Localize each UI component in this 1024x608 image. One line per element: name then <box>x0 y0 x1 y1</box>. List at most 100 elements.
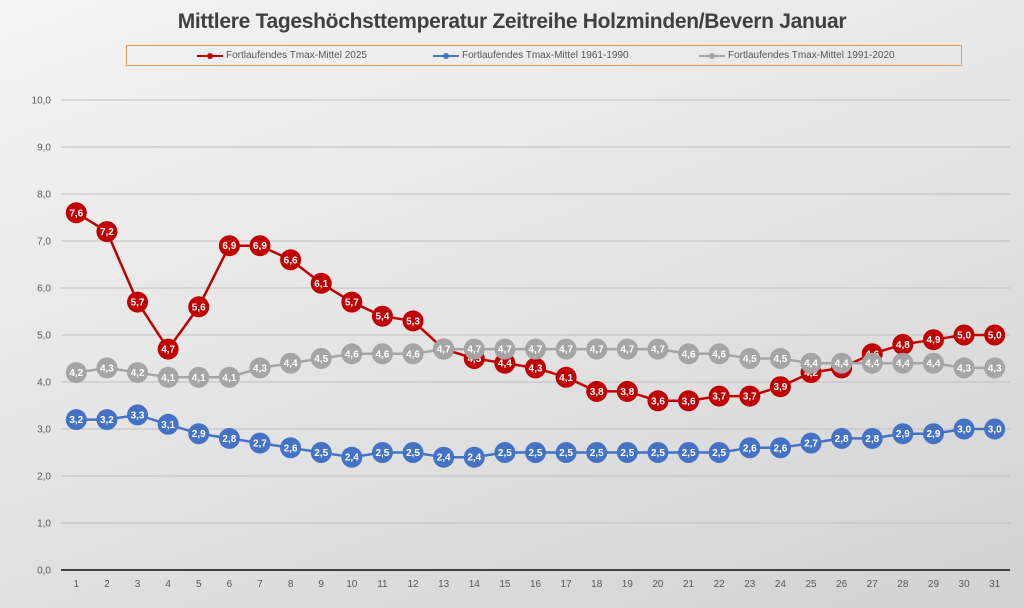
x-tick-label: 30 <box>959 579 971 590</box>
legend-item-2025: Fortlaufendes Tmax-Mittel 2025 <box>197 50 367 61</box>
data-point <box>65 202 87 224</box>
legend-label-2025: Fortlaufendes Tmax-Mittel 2025 <box>226 50 367 61</box>
data-point <box>678 390 700 412</box>
data-point <box>127 291 149 313</box>
data-label: 2,5 <box>682 448 696 459</box>
x-tick-label: 31 <box>989 579 1001 590</box>
x-tick-label: 1 <box>74 579 80 590</box>
legend: Fortlaufendes Tmax-Mittel 2025 Fortlaufe… <box>126 45 962 66</box>
data-label: 4,8 <box>896 340 910 351</box>
data-label: 2,5 <box>620 448 634 459</box>
data-point <box>953 418 975 440</box>
x-tick-label: 26 <box>836 579 848 590</box>
data-label: 4,4 <box>284 359 298 370</box>
data-point <box>892 333 914 355</box>
data-point <box>555 338 577 360</box>
x-tick-label: 5 <box>196 579 202 590</box>
data-point <box>157 366 179 388</box>
x-tick-label: 13 <box>438 579 450 590</box>
data-point <box>402 442 424 463</box>
x-tick-label: 9 <box>318 579 324 590</box>
data-point <box>769 348 791 369</box>
x-tick-label: 27 <box>867 579 879 590</box>
x-tick-label: 21 <box>683 579 695 590</box>
data-label: 3,1 <box>161 420 175 431</box>
data-label: 7,6 <box>69 208 83 219</box>
data-label: 5,6 <box>192 302 206 313</box>
data-label: 4,3 <box>529 363 543 374</box>
data-label: 2,5 <box>375 448 389 459</box>
data-label: 4,7 <box>590 345 604 356</box>
data-label: 2,5 <box>529 448 543 459</box>
data-label: 4,3 <box>100 363 114 374</box>
data-label: 6,9 <box>253 241 267 252</box>
data-point <box>831 427 853 449</box>
data-label: 3,7 <box>743 392 757 403</box>
data-point <box>678 442 700 463</box>
x-tick-label: 17 <box>561 579 573 590</box>
data-label: 4,4 <box>865 359 879 370</box>
data-label: 4,4 <box>498 359 512 370</box>
data-point <box>555 366 577 388</box>
x-tick-label: 20 <box>652 579 664 590</box>
data-label: 6,9 <box>222 241 236 252</box>
data-label: 2,4 <box>345 453 359 464</box>
data-label: 4,5 <box>773 354 787 365</box>
data-point <box>525 442 546 463</box>
y-tick-label: 8,0 <box>37 190 51 201</box>
data-point <box>402 310 424 332</box>
data-point <box>218 427 240 449</box>
data-point <box>433 338 455 360</box>
data-point <box>188 366 210 388</box>
data-label: 3,2 <box>69 415 83 426</box>
data-label: 4,7 <box>498 345 512 356</box>
data-point <box>218 366 240 388</box>
data-point <box>463 338 485 360</box>
data-point <box>280 437 302 459</box>
data-label: 4,9 <box>927 335 941 346</box>
data-point <box>708 343 730 365</box>
data-label: 4,7 <box>161 345 175 356</box>
data-point <box>218 235 240 257</box>
data-point <box>310 442 332 463</box>
data-point <box>769 437 791 459</box>
x-tick-label: 4 <box>165 579 171 590</box>
y-tick-label: 7,0 <box>37 237 51 248</box>
data-label: 4,1 <box>192 373 206 384</box>
data-point <box>371 442 393 463</box>
x-tick-label: 24 <box>775 579 787 590</box>
x-tick-label: 19 <box>622 579 634 590</box>
data-label: 4,3 <box>957 363 971 374</box>
data-point <box>984 418 1006 440</box>
data-point <box>525 357 546 379</box>
y-tick-label: 6,0 <box>37 284 51 295</box>
data-label: 5,7 <box>131 298 145 309</box>
data-label: 2,8 <box>835 434 849 445</box>
y-tick-label: 1,0 <box>37 519 51 530</box>
data-label: 2,8 <box>222 434 236 445</box>
data-point <box>739 348 761 369</box>
x-tick-label: 12 <box>407 579 419 590</box>
x-tick-label: 3 <box>135 579 141 590</box>
y-tick-label: 9,0 <box>37 143 51 154</box>
data-label: 4,6 <box>682 349 696 360</box>
data-label: 2,4 <box>437 453 451 464</box>
x-tick-label: 23 <box>744 579 756 590</box>
data-point <box>586 338 608 360</box>
x-tick-label: 6 <box>227 579 233 590</box>
data-label: 2,5 <box>590 448 604 459</box>
data-point <box>616 338 638 360</box>
data-point <box>96 409 118 431</box>
data-point <box>800 432 822 454</box>
data-label: 5,0 <box>988 331 1002 342</box>
data-label: 4,6 <box>345 349 359 360</box>
data-point <box>892 352 914 374</box>
data-point <box>739 385 761 407</box>
x-tick-label: 10 <box>346 579 358 590</box>
data-label: 4,2 <box>131 368 145 379</box>
data-point <box>494 442 516 463</box>
data-point <box>861 352 883 374</box>
data-point <box>65 362 87 384</box>
data-label: 4,4 <box>896 359 910 370</box>
data-point <box>708 385 730 407</box>
